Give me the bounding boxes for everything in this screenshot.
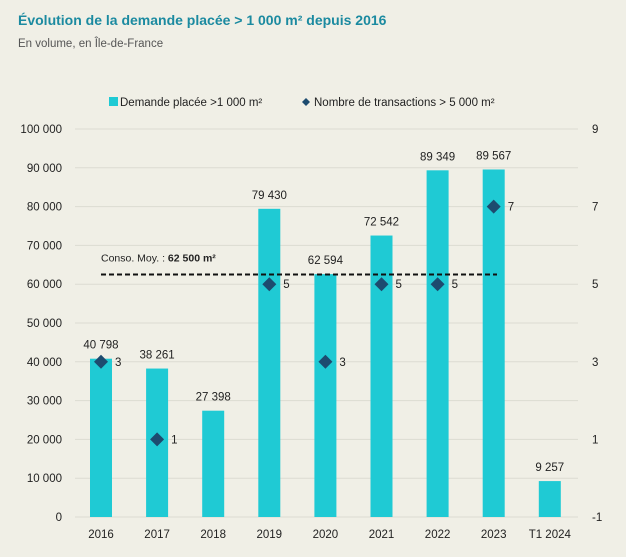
left-tick-label: 0 xyxy=(56,512,62,524)
legend-bar-label: Demande placée >1 000 m² xyxy=(120,97,262,109)
bar xyxy=(482,169,505,517)
transaction-marker xyxy=(430,277,445,292)
marker-value-label: 5 xyxy=(396,279,402,291)
transaction-marker xyxy=(94,354,108,369)
marker-value-label: 7 xyxy=(508,202,514,214)
right-tick-label: 3 xyxy=(592,357,598,369)
left-tick-label: 50 000 xyxy=(27,318,62,330)
left-tick-label: 60 000 xyxy=(27,279,62,291)
marker-value-label: 5 xyxy=(452,279,458,291)
legend-marker-label: Nombre de transactions > 5 000 m² xyxy=(314,97,495,109)
bar-value-label: 27 398 xyxy=(196,392,231,404)
marker-value-label: 3 xyxy=(115,357,121,369)
legend-bar-swatch xyxy=(109,97,118,106)
bar xyxy=(90,358,112,517)
x-tick-label: 2020 xyxy=(313,529,339,541)
left-tick-label: 40 000 xyxy=(27,357,62,369)
chart-subtitle: En volume, en Île-de-France xyxy=(18,38,164,50)
bar-value-label: 89 349 xyxy=(420,151,455,163)
x-tick-label: 2022 xyxy=(425,529,451,541)
x-tick-label: T1 2024 xyxy=(529,529,572,541)
legend-diamond-icon xyxy=(302,98,310,106)
left-tick-label: 70 000 xyxy=(27,240,62,252)
x-tick-label: 2017 xyxy=(144,529,170,541)
right-tick-label: 7 xyxy=(592,202,598,214)
transaction-marker xyxy=(262,277,277,292)
bar-value-label: 89 567 xyxy=(476,150,511,162)
right-tick-label: 9 xyxy=(592,124,598,136)
average-label-value: 62 500 m² xyxy=(168,253,216,265)
x-tick-label: 2023 xyxy=(481,529,507,541)
bar-value-label: 38 261 xyxy=(140,350,175,362)
x-tick-label: 2021 xyxy=(369,529,395,541)
right-tick-label: 5 xyxy=(592,279,598,291)
x-tick-label: 2018 xyxy=(200,529,226,541)
transaction-marker xyxy=(318,354,333,369)
left-tick-label: 100 000 xyxy=(20,124,62,136)
bar-value-label: 79 430 xyxy=(252,190,287,202)
bar xyxy=(370,235,393,517)
left-tick-label: 80 000 xyxy=(27,202,62,214)
left-tick-label: 10 000 xyxy=(27,473,62,485)
bar xyxy=(202,410,225,517)
x-tick-label: 2016 xyxy=(88,529,114,541)
transaction-marker xyxy=(150,432,165,447)
bar-value-label: 62 594 xyxy=(308,255,344,267)
right-tick-label: -1 xyxy=(592,512,602,524)
bar-value-label: 40 798 xyxy=(83,340,118,352)
average-label: Conso. Moy. : 62 500 m² xyxy=(101,253,216,265)
x-tick-label: 2019 xyxy=(257,529,283,541)
left-tick-label: 90 000 xyxy=(27,163,62,175)
bar xyxy=(258,208,281,518)
bar-value-label: 72 542 xyxy=(364,217,399,229)
transaction-marker xyxy=(486,199,501,214)
marker-value-label: 1 xyxy=(171,434,177,446)
transaction-marker xyxy=(374,277,389,292)
legend: Demande placée >1 000 m² Nombre de trans… xyxy=(109,97,495,109)
chart-title: Évolution de la demande placée > 1 000 m… xyxy=(18,12,387,28)
bar xyxy=(314,274,337,517)
marker-value-label: 3 xyxy=(339,357,345,369)
bar xyxy=(538,481,561,517)
left-tick-label: 30 000 xyxy=(27,396,62,408)
bar xyxy=(426,170,449,518)
bar-value-label: 9 257 xyxy=(535,462,564,474)
left-tick-label: 20 000 xyxy=(27,434,62,446)
marker-value-label: 5 xyxy=(283,279,289,291)
right-tick-label: 1 xyxy=(592,434,598,446)
average-label-prefix: Conso. Moy. : xyxy=(101,253,168,265)
